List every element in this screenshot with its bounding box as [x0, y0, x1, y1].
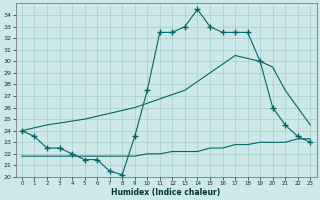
X-axis label: Humidex (Indice chaleur): Humidex (Indice chaleur): [111, 188, 221, 197]
